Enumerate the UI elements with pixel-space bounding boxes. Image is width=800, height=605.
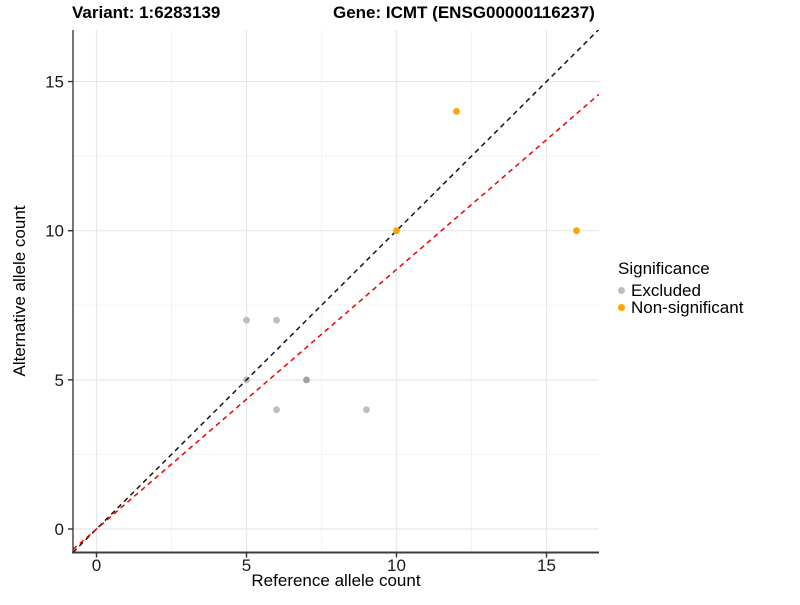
plot-title-gene: Gene: ICMT (ENSG00000116237) xyxy=(333,3,595,22)
data-point-non-significant xyxy=(393,227,400,235)
data-point-non-significant xyxy=(453,107,460,115)
data-point-excluded xyxy=(273,316,280,324)
data-point-excluded xyxy=(273,406,280,414)
y-axis-title: Alternative allele count xyxy=(10,205,29,377)
x-axis-tick-label: 10 xyxy=(387,556,406,575)
plot-title-variant: Variant: 1:6283139 xyxy=(72,3,221,22)
legend-item-non-significant: Non-significant xyxy=(618,299,743,316)
x-axis-tick-label: 5 xyxy=(242,556,251,575)
legend-item-label: Non-significant xyxy=(631,298,744,317)
trend-line xyxy=(73,93,599,550)
non-significant-dot-icon xyxy=(618,304,625,311)
y-axis-tick-label: 5 xyxy=(55,371,64,390)
legend: Significance Excluded Non-significant xyxy=(618,259,743,316)
data-point-excluded xyxy=(243,316,250,324)
identity-line xyxy=(73,30,599,553)
legend-item-label: Excluded xyxy=(631,281,701,300)
y-axis-tick-label: 10 xyxy=(45,222,64,241)
legend-title: Significance xyxy=(618,259,710,278)
x-axis-tick-label: 0 xyxy=(92,556,101,575)
legend-item-excluded: Excluded xyxy=(618,282,743,299)
data-point-non-significant xyxy=(573,227,580,235)
data-point-excluded xyxy=(363,406,370,414)
y-axis-tick-label: 15 xyxy=(45,73,64,92)
excluded-dot-icon xyxy=(618,287,625,294)
y-axis-tick-label: 0 xyxy=(55,520,64,539)
x-axis-title: Reference allele count xyxy=(251,571,421,590)
x-axis-tick-label: 15 xyxy=(537,556,556,575)
data-point-excluded xyxy=(303,376,310,384)
